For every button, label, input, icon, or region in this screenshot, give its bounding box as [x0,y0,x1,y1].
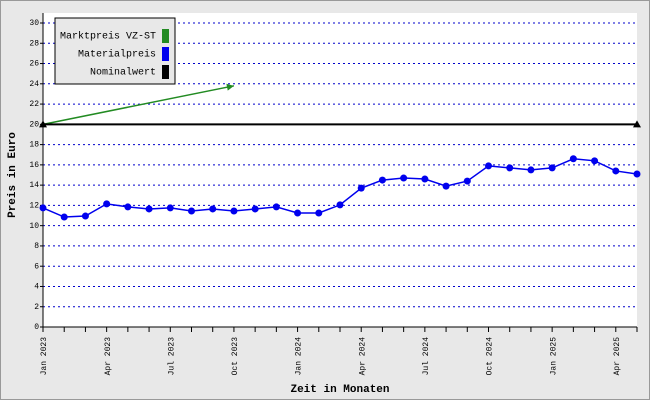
y-tick-label: 30 [29,19,39,28]
point [39,204,47,212]
x-axis-label: Zeit in Monaten [290,384,389,396]
y-tick-label: 10 [29,222,39,231]
point [506,164,514,172]
point [569,155,577,163]
legend-swatch [162,29,169,43]
point [145,205,153,213]
legend-swatch [162,47,169,61]
y-tick-label: 26 [29,60,39,69]
y-tick-label: 6 [34,262,39,271]
point [548,164,556,172]
point [60,213,68,221]
x-tick-label: Jan 2025 [549,337,558,376]
y-tick-label: 24 [29,80,39,89]
x-tick-label: Jul 2024 [422,337,431,376]
point [230,207,238,215]
y-tick-label: 8 [34,242,39,251]
y-tick-label: 0 [34,323,39,332]
y-tick-label: 2 [34,303,39,312]
point [124,203,132,211]
point [39,120,47,128]
point [633,120,641,128]
point [357,184,365,192]
x-tick-label: Jan 2024 [295,337,304,376]
legend-swatch [162,65,169,79]
point [272,203,280,211]
y-tick-label: 16 [29,161,39,170]
y-tick-label: 12 [29,202,39,211]
point [166,204,174,212]
series-line [42,85,235,126]
point [378,176,386,184]
x-tick-label: Apr 2024 [358,337,367,376]
point [315,209,323,217]
y-tick-label: 28 [29,39,39,48]
x-tick-label: Jan 2023 [40,337,49,376]
legend-label: Materialpreis [78,49,156,61]
point [463,177,471,185]
point [188,207,195,215]
x-tick-label: Apr 2025 [613,337,622,376]
point [294,209,302,217]
legend-label: Marktpreis VZ-ST [60,31,156,43]
x-tick-label: Apr 2023 [104,337,113,376]
point [251,205,259,213]
point [527,166,535,174]
y-axis-label: Preis in Euro [7,132,19,218]
y-tick-label: 4 [34,283,39,292]
point [442,182,450,190]
x-tick-label: Jul 2023 [167,337,176,376]
x-tick-label: Oct 2024 [486,337,495,376]
point [209,205,217,213]
point [336,201,344,209]
point [591,157,599,165]
y-tick-label: 22 [29,100,39,109]
legend-label: Nominalwert [90,67,156,79]
x-tick-label: Oct 2023 [231,337,240,376]
point [633,170,641,178]
point [103,200,111,208]
point [400,174,408,182]
arrowhead [226,83,234,91]
y-tick-label: 14 [29,181,39,190]
point [485,162,492,170]
point [612,167,620,175]
point [81,212,89,220]
y-tick-label: 20 [29,120,39,129]
y-tick-label: 18 [29,141,39,150]
point [421,175,429,183]
legend-box [54,17,176,85]
